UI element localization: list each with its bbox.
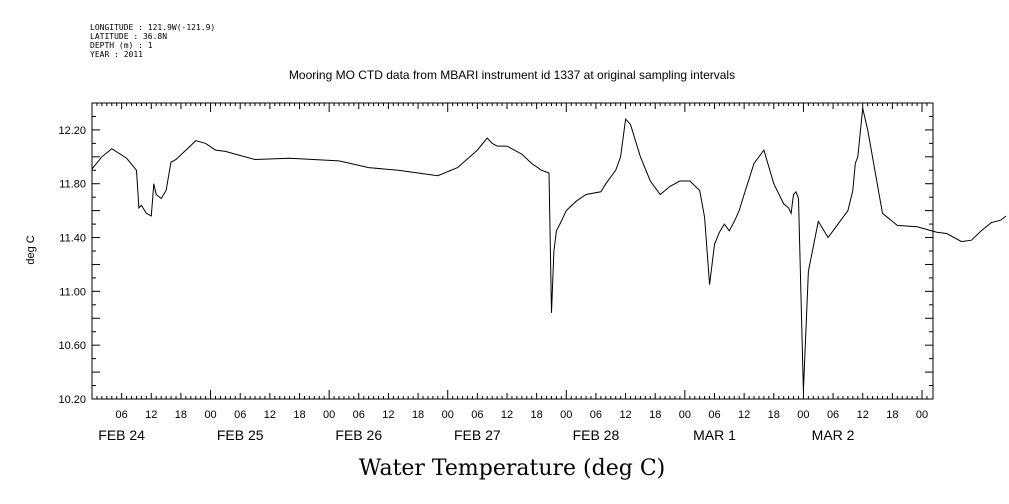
x-tick-label: 06 [827,409,839,421]
x-tick-label: 06 [234,409,246,421]
metadata-block: LONGITUDE : 121.9W(-121.9) LATITUDE : 36… [90,23,215,59]
x-tick-label: 12 [145,409,157,421]
latitude-text: LATITUDE : 36.8N [90,32,167,41]
x-tick-label: 06 [353,409,365,421]
x-tick-label: 00 [204,409,216,421]
x-day-label: MAR 2 [812,427,855,443]
x-tick-label: 06 [116,409,128,421]
y-tick-label: 11.00 [59,286,86,298]
x-tick-label: 18 [531,409,543,421]
x-tick-label: 18 [768,409,780,421]
y-tick-label: 12.20 [58,125,86,137]
x-tick-label: 00 [916,409,928,421]
x-axis-title: Water Temperature (deg C) [359,456,666,481]
x-tick-label: 06 [590,409,602,421]
y-tick-label: 10.20 [58,394,86,406]
x-tick-label: 12 [382,409,394,421]
plot-frame [91,102,934,400]
year-text: YEAR : 2011 [90,50,143,59]
x-tick-label: 00 [323,409,335,421]
x-tick-label: 00 [560,409,572,421]
temperature-series-line [91,108,1007,391]
x-tick-label: 06 [471,409,483,421]
x-tick-label: 12 [264,409,276,421]
x-day-label: FEB 24 [98,427,145,443]
x-day-label: FEB 25 [217,427,264,443]
x-tick-label: 18 [412,409,424,421]
y-tick-label: 10.60 [58,340,86,352]
x-day-label: MAR 1 [693,427,736,443]
x-tick-label: 18 [649,409,661,421]
longitude-text: LONGITUDE : 121.9W(-121.9) [90,23,215,32]
x-tick-label: 12 [501,409,513,421]
x-tick-label: 06 [708,409,720,421]
x-tick-label: 12 [738,409,750,421]
y-axis: 10.20 10.60 11.00 11.40 11.80 12.20 [58,102,933,406]
x-tick-label: 12 [857,409,869,421]
x-tick-label: 12 [619,409,631,421]
x-tick-label: 00 [797,409,809,421]
x-tick-label: 18 [175,409,187,421]
chart-title: Mooring MO CTD data from MBARI instrumen… [289,68,735,82]
y-axis-label: deg C [25,235,37,264]
x-day-label: FEB 28 [573,427,620,443]
x-day-label: FEB 27 [454,427,501,443]
x-axis: 06 12 18 00 06 12 18 00 06 12 18 00 06 12 18 00 06 12 18 00… [91,103,928,443]
y-tick-label: 11.80 [59,179,86,191]
x-tick-label: 00 [679,409,691,421]
depth-text: DEPTH (m) : 1 [90,41,153,50]
series-layer [91,108,1007,391]
x-tick-label: 18 [293,409,305,421]
x-tick-label: 18 [886,409,898,421]
x-day-label: FEB 26 [335,427,382,443]
y-tick-label: 11.40 [59,233,86,245]
x-tick-label: 00 [442,409,454,421]
